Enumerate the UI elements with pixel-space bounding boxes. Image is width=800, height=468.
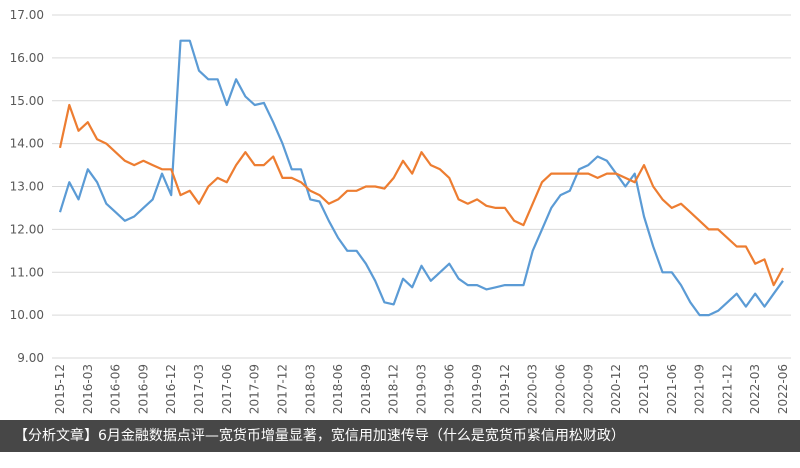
- x-tick-label: 2019-03: [415, 364, 429, 414]
- y-tick-label: 15.00: [10, 94, 44, 108]
- x-tick-label: 2021-06: [665, 364, 679, 414]
- x-tick-label: 2020-03: [526, 364, 540, 414]
- x-tick-label: 2016-03: [81, 364, 95, 414]
- x-tick-label: 2017-09: [248, 364, 262, 414]
- x-tick-label: 2019-06: [442, 364, 456, 414]
- x-tick-label: 2017-03: [192, 364, 206, 414]
- line-series: [58, 103, 784, 287]
- x-tick-label: 2021-03: [637, 364, 651, 414]
- x-tick-label: 2016-09: [136, 364, 150, 414]
- x-tick-label: 2017-06: [220, 364, 234, 414]
- x-tick-label: 2018-09: [359, 364, 373, 414]
- line-series: [58, 39, 784, 317]
- x-tick-label: 2018-06: [331, 364, 345, 414]
- x-tick-label: 2022-03: [748, 364, 762, 414]
- caption: 【分析文章】6月金融数据点评—宽货币增量显著，宽信用加速传导（什么是宽货币紧信用…: [0, 420, 800, 452]
- x-tick-label: 2020-12: [609, 364, 623, 414]
- x-tick-label: 2015-12: [53, 364, 67, 414]
- y-tick-label: 11.00: [10, 265, 44, 279]
- x-tick-label: 2022-06: [776, 364, 790, 414]
- x-tick-label: 2019-09: [470, 364, 484, 414]
- x-tick-label: 2016-12: [164, 364, 178, 414]
- y-tick-label: 13.00: [10, 180, 44, 194]
- y-tick-label: 10.00: [10, 308, 44, 322]
- x-tick-label: 2020-09: [581, 364, 595, 414]
- x-tick-label: 2021-12: [720, 364, 734, 414]
- y-tick-label: 12.00: [10, 222, 44, 236]
- x-tick-label: 2021-09: [693, 364, 707, 414]
- y-tick-label: 17.00: [10, 8, 44, 22]
- x-tick-label: 2018-12: [387, 364, 401, 414]
- x-tick-label: 2016-06: [109, 364, 123, 414]
- y-tick-label: 16.00: [10, 51, 44, 65]
- x-tick-label: 2019-12: [498, 364, 512, 414]
- y-tick-label: 9.00: [17, 351, 44, 365]
- x-tick-label: 2020-06: [554, 364, 568, 414]
- x-tick-label: 2017-12: [275, 364, 289, 414]
- y-tick-label: 14.00: [10, 137, 44, 151]
- x-tick-label: 2018-03: [303, 364, 317, 414]
